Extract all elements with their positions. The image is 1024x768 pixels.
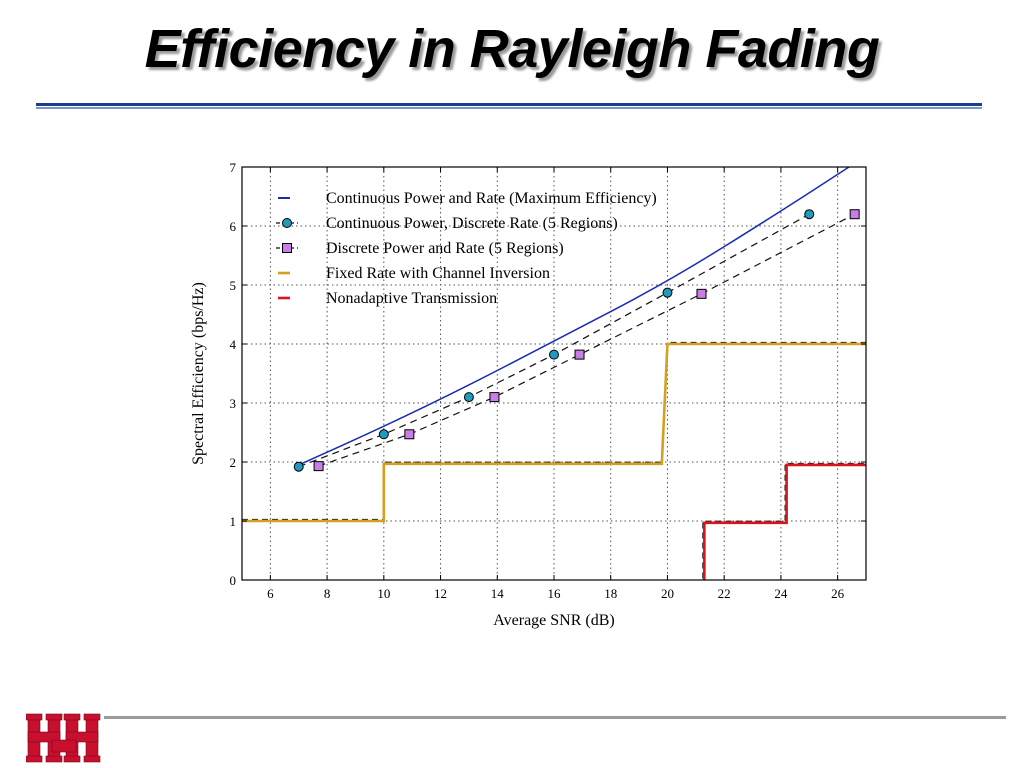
logo-part: [83, 713, 101, 721]
logo-part: [27, 731, 61, 743]
discrete-power-marker: [696, 288, 707, 299]
slide-title: Efficiency in Rayleigh Fading: [144, 19, 880, 79]
inversion-line: [242, 342, 866, 523]
x-tick-label: 6: [267, 586, 274, 601]
x-tick-label: 10: [377, 586, 390, 601]
logo-part: [65, 731, 99, 743]
discrete-rate-marker: [549, 349, 559, 360]
legend-marker-square: [282, 243, 292, 253]
y-tick-label: 2: [230, 455, 237, 470]
uh-logo-icon: [26, 713, 101, 763]
discrete-power-marker: [489, 392, 500, 403]
logo-part: [83, 755, 101, 763]
logo-part: [63, 713, 81, 721]
x-tick-label: 18: [604, 586, 617, 601]
legend-entry-label: Nonadaptive Transmission: [326, 290, 497, 307]
legend-marker-circle: [282, 218, 292, 228]
title-divider-light: [36, 107, 982, 109]
footer-divider: [104, 716, 1006, 719]
chart-series: [242, 166, 866, 580]
x-tick-label: 8: [324, 586, 331, 601]
max-efficiency-line: [298, 166, 850, 466]
y-axis-label: Spectral Efficiency (bps/Hz): [190, 282, 207, 465]
legend-entry-label: Fixed Rate with Channel Inversion: [326, 265, 550, 282]
inversion-dashed-line: [242, 341, 866, 521]
y-tick-label: 4: [230, 337, 237, 352]
discrete-power-marker: [404, 429, 415, 440]
nonadaptive-dashed-line: [702, 462, 865, 579]
nonadaptive-line: [703, 463, 866, 580]
y-tick-label: 0: [230, 573, 237, 588]
legend-entry-label: Continuous Power and Rate (Maximum Effic…: [326, 190, 657, 207]
x-tick-label: 16: [548, 586, 562, 601]
legend-entry-label: Discrete Power and Rate (5 Regions): [326, 240, 564, 257]
logo-part: [26, 755, 43, 763]
x-tick-label: 14: [491, 586, 505, 601]
x-tick-label: 20: [661, 586, 674, 601]
y-tick-label: 6: [230, 219, 237, 234]
logo-part: [51, 739, 77, 753]
chart-legend: Continuous Power and Rate (Maximum Effic…: [276, 190, 657, 307]
logo-part: [26, 713, 43, 721]
legend-entry-label: Continuous Power, Discrete Rate (5 Regio…: [326, 215, 618, 232]
discrete-rate-marker: [463, 392, 474, 403]
y-tick-label: 5: [230, 278, 237, 293]
discrete-rate-marker: [378, 429, 389, 440]
discrete-power-marker: [313, 461, 324, 472]
discrete-rate-marker: [804, 209, 815, 220]
y-tick-label: 1: [230, 514, 237, 529]
x-tick-label: 12: [434, 586, 447, 601]
discrete-power-marker: [574, 349, 585, 360]
y-tick-label: 7: [230, 160, 237, 175]
x-axis-label: Average SNR (dB): [493, 612, 614, 629]
discrete-power-marker: [849, 209, 860, 220]
discrete-power-line: [318, 213, 855, 467]
x-tick-label: 26: [831, 586, 845, 601]
logo-part: [45, 755, 63, 763]
logo-part: [63, 755, 81, 763]
title-divider: [36, 103, 982, 106]
y-tick-label: 3: [230, 396, 237, 411]
discrete-rate-marker: [293, 461, 304, 472]
x-tick-label: 22: [718, 586, 731, 601]
logo-part: [45, 713, 63, 721]
discrete-rate-marker: [662, 287, 673, 298]
discrete-rate-line: [298, 213, 810, 468]
x-tick-label: 24: [774, 586, 788, 601]
